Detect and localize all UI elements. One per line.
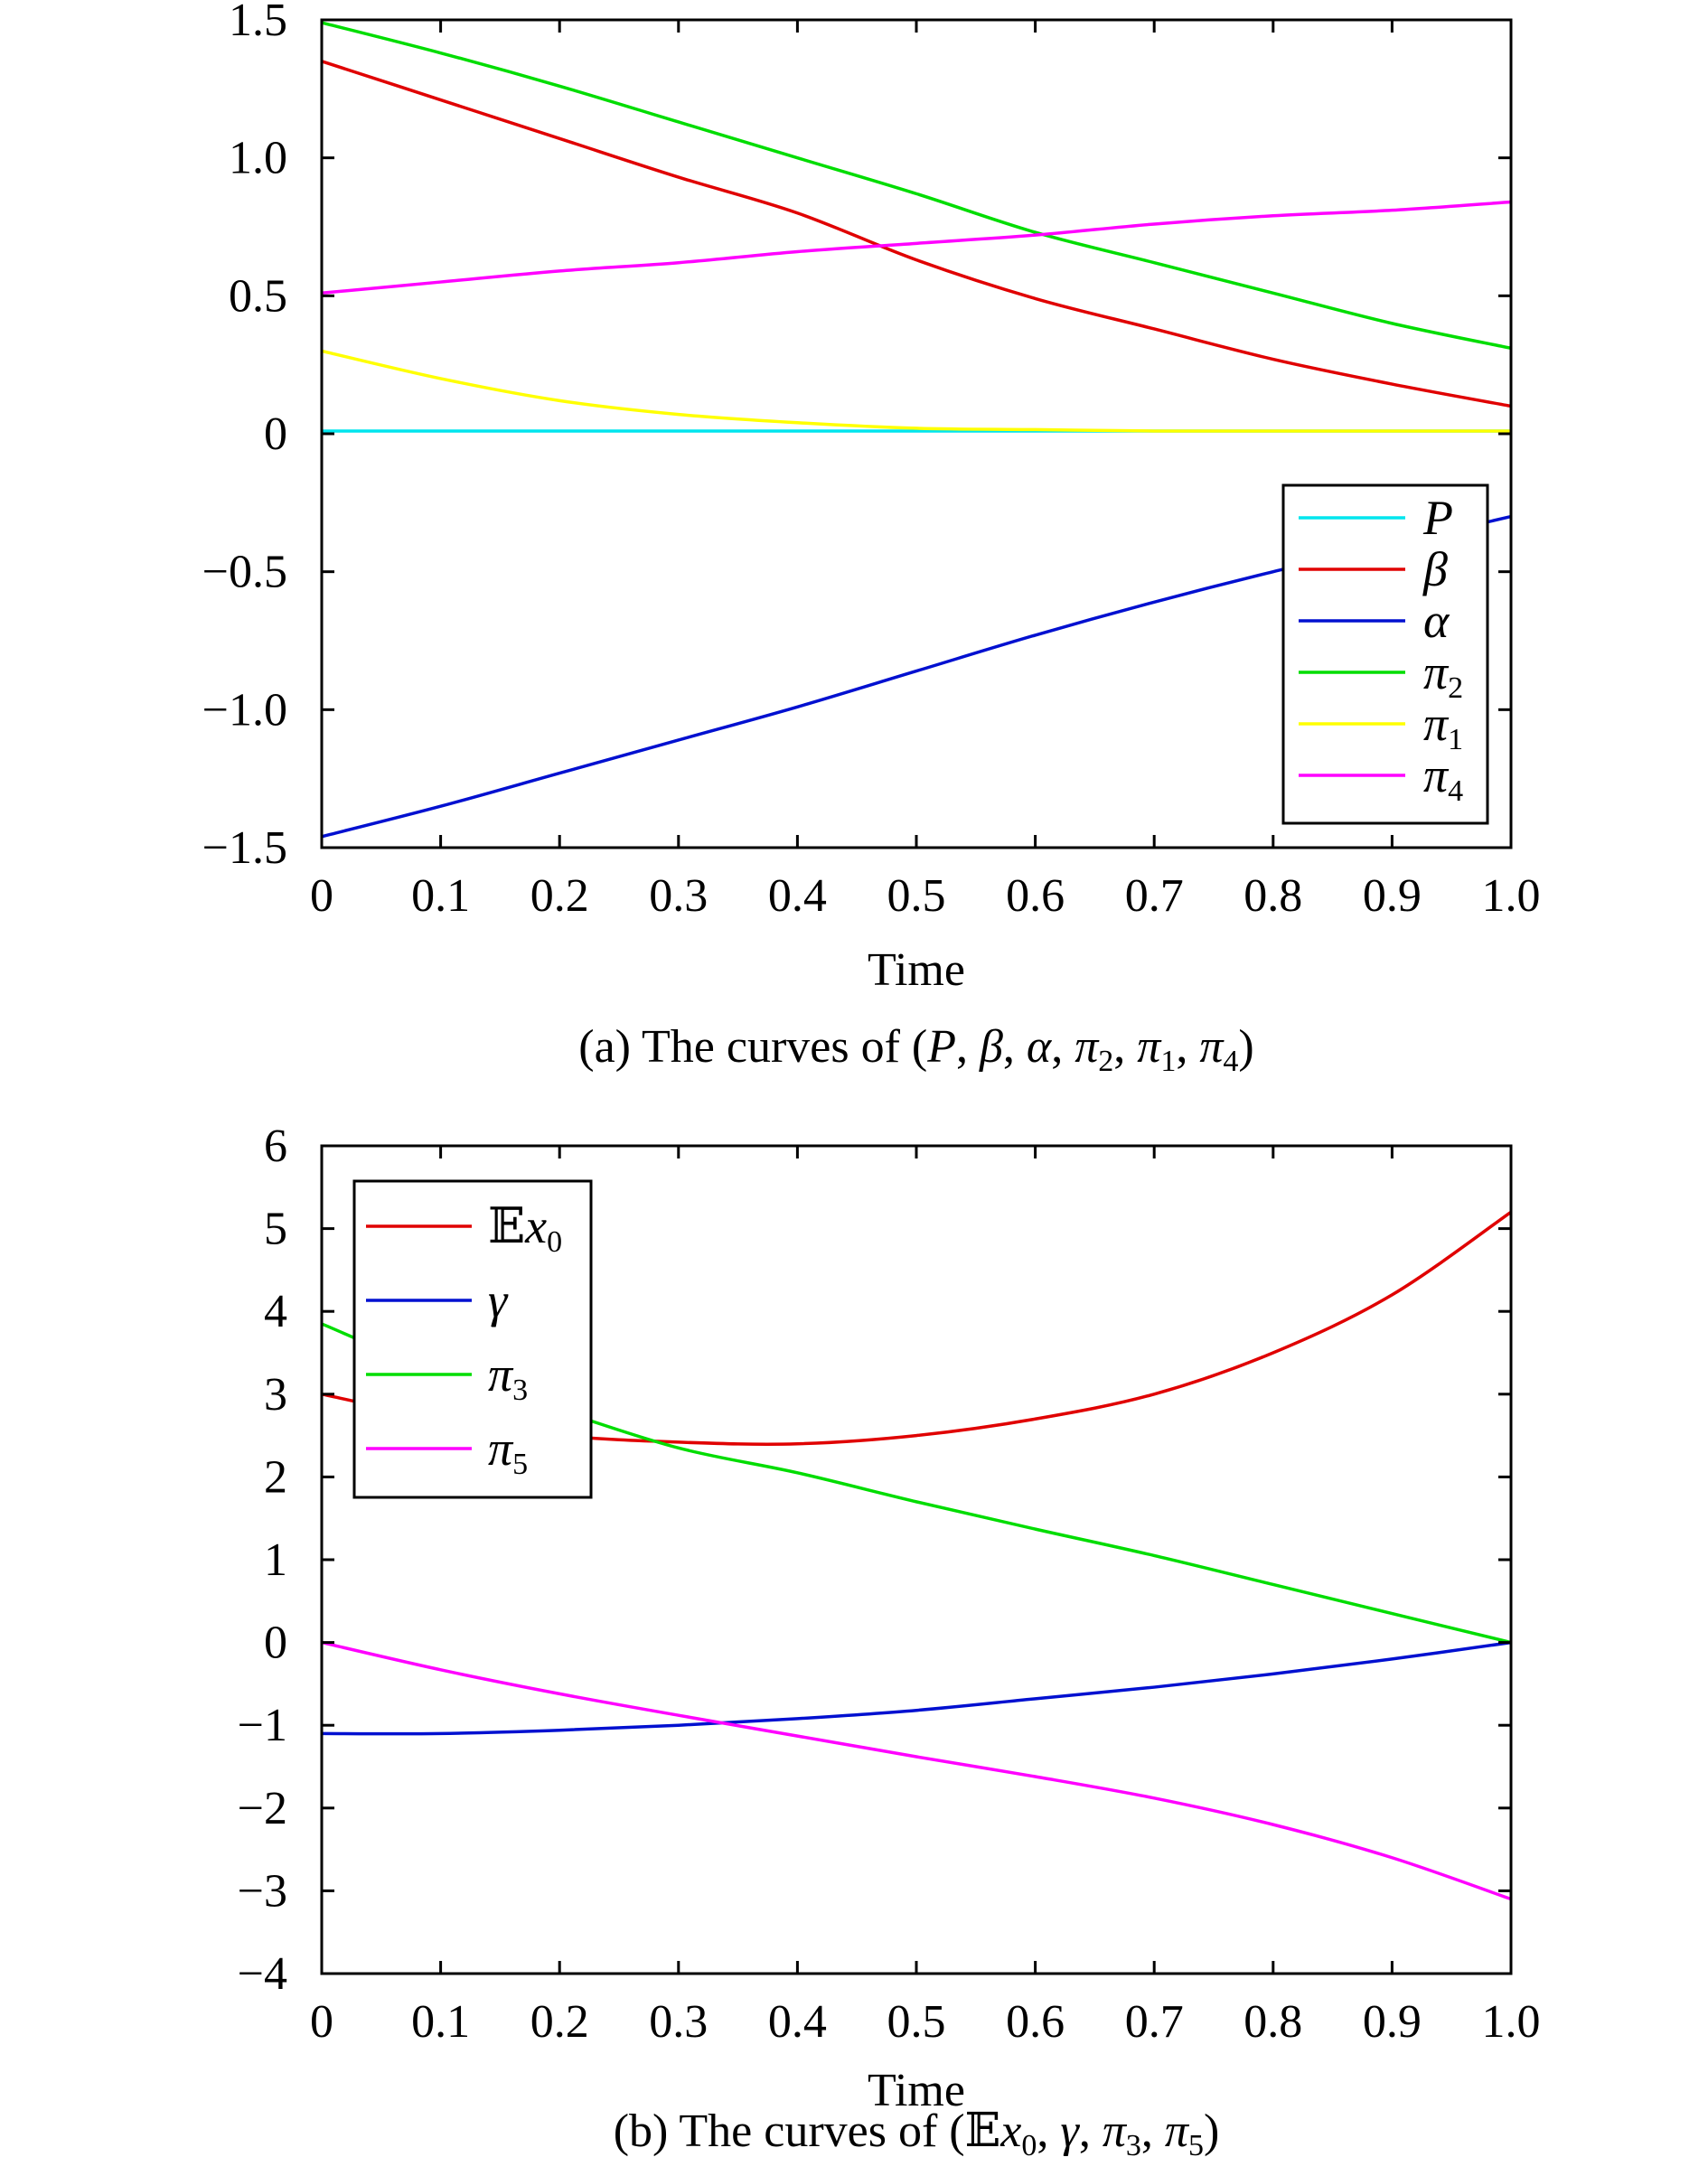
x-tick-label: 0.6 xyxy=(1006,870,1065,922)
y-tick-label: 6 xyxy=(264,1121,287,1172)
x-tick-label: 0.7 xyxy=(1125,1996,1184,2048)
legend-box xyxy=(352,1179,593,1499)
x-tick-label: 0.9 xyxy=(1363,1996,1422,2048)
chart-a: 0 0.1 0.2 0.3 0.4 0.5 0.6 0.7 0.8 0.9 1.0 −1.5 −1.0 −… xyxy=(202,0,1541,1078)
y-tick-label: 5 xyxy=(264,1204,287,1255)
y-tick-label: −1.5 xyxy=(202,822,287,874)
legend-label-0: 𝔼x0 xyxy=(488,1199,562,1259)
x-tick-label: 0.5 xyxy=(887,870,946,922)
x-axis-title: Time xyxy=(868,944,965,996)
x-tick-label: 0 xyxy=(310,870,333,922)
x-tick-label: 0.6 xyxy=(1006,1996,1065,2048)
y-tick-label: 0 xyxy=(264,1618,287,1669)
y-tick-label: −1 xyxy=(238,1700,287,1751)
x-tick-label: 0.5 xyxy=(887,1996,946,2048)
y-tick-label: 1.0 xyxy=(229,133,287,184)
legend-label-2: π3 xyxy=(488,1347,528,1407)
x-tick-label: 0.9 xyxy=(1363,870,1422,922)
x-tick-label: 0 xyxy=(310,1996,333,2048)
legend-box xyxy=(1281,483,1489,825)
x-tick-label: 0.3 xyxy=(649,870,708,922)
legend-label-1: β xyxy=(1422,542,1448,596)
legend-label-4: π1 xyxy=(1423,697,1463,756)
x-tick-label: 0.1 xyxy=(411,870,470,922)
legend-label-2: α xyxy=(1423,594,1450,648)
x-tick-label: 0.8 xyxy=(1243,870,1302,922)
figure-caption: (b) The curves of (𝔼x0, γ, π3, π5) xyxy=(614,2106,1220,2162)
x-tick-label: 1.0 xyxy=(1482,870,1541,922)
y-tick-label: 2 xyxy=(264,1451,287,1503)
x-tick-label: 0.4 xyxy=(768,1996,827,2048)
legend-label-3: π5 xyxy=(488,1421,528,1481)
figure-caption: (a) The curves of (P, β, α, π2, π1, π4) xyxy=(578,1021,1253,1078)
series-group xyxy=(321,21,1512,839)
legend-label-3: π2 xyxy=(1423,645,1463,705)
y-tick-label: 4 xyxy=(264,1286,287,1337)
y-tick-label: 1.5 xyxy=(229,0,287,46)
series-line-1 xyxy=(321,60,1512,408)
y-tick-label: −3 xyxy=(238,1865,287,1917)
y-tick-label: 1 xyxy=(264,1534,287,1586)
y-tick-label: 3 xyxy=(264,1369,287,1421)
series-line-3 xyxy=(321,21,1512,351)
x-tick-label: 0.4 xyxy=(768,870,827,922)
series-line-1 xyxy=(321,1640,1512,1736)
x-tick-label: 0.1 xyxy=(411,1996,470,2048)
x-tick-label: 0.2 xyxy=(530,1996,589,2048)
y-tick-label: 0 xyxy=(264,408,287,460)
x-tick-label: 1.0 xyxy=(1482,1996,1541,2048)
legend-label-0: P xyxy=(1422,491,1453,545)
x-axis-title: Time xyxy=(868,2065,965,2116)
x-tick-label: 0.2 xyxy=(530,870,589,922)
chart-b: 0 0.1 0.2 0.3 0.4 0.5 0.6 0.7 0.8 0.9 1.0 −4 −3 −2 −1 0… xyxy=(238,1121,1541,2162)
legend-label-5: π4 xyxy=(1423,748,1463,808)
legend-label-1: γ xyxy=(488,1273,509,1327)
series-line-5 xyxy=(321,200,1512,295)
legend: 𝔼x0 γ π3 π5 xyxy=(352,1179,593,1499)
series-line-3 xyxy=(321,1640,1512,1901)
x-tick-label: 0.8 xyxy=(1243,1996,1302,2048)
y-tick-label: −4 xyxy=(238,1948,287,2000)
y-tick-label: −2 xyxy=(238,1783,287,1834)
x-tick-label: 0.3 xyxy=(649,1996,708,2048)
y-tick-label: −0.5 xyxy=(202,547,287,598)
y-tick-label: 0.5 xyxy=(229,270,287,322)
x-tick-label: 0.7 xyxy=(1125,870,1184,922)
y-tick-label: −1.0 xyxy=(202,684,287,736)
series-line-4 xyxy=(321,349,1511,433)
